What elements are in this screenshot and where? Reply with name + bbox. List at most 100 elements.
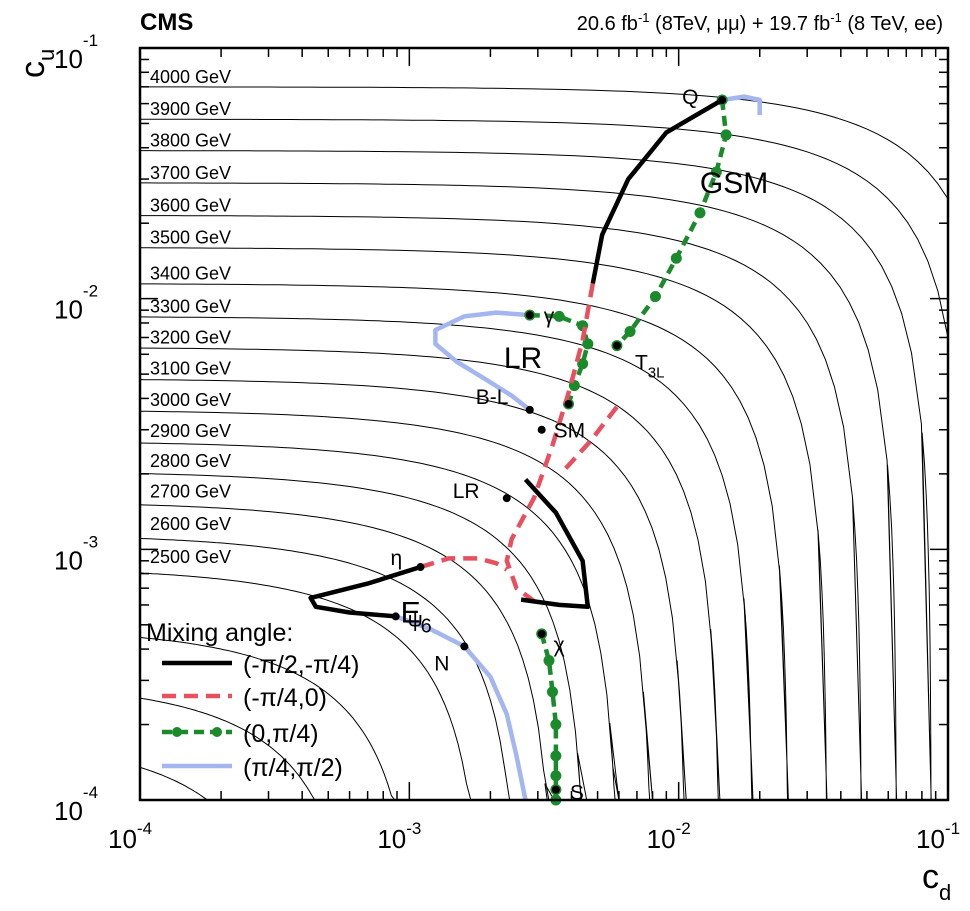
- y-tick-label: 10-2: [54, 282, 98, 325]
- curve-label-0: GSM: [700, 167, 768, 200]
- benchmark-label-0: Q: [682, 86, 698, 109]
- green-marker: [624, 325, 636, 337]
- mass-contour-label-1: 2600 GeV: [150, 514, 231, 534]
- y-tick-label: 10-4: [54, 783, 98, 826]
- y-axis-title-main: c: [14, 61, 52, 78]
- benchmark-label-text: LR: [453, 480, 480, 503]
- benchmark-label-text: η: [390, 547, 402, 570]
- x-tick-label-base: 10: [916, 824, 945, 854]
- curve-labels: GSM LR E6: [401, 167, 769, 638]
- mass-contour-10: [140, 247, 828, 801]
- mass-contour-label-3: 2800 GeV: [150, 451, 231, 471]
- x-tick-label: 10-1: [916, 819, 960, 854]
- x-axis-title: cd: [922, 858, 951, 905]
- benchmark-point-2: [612, 341, 621, 350]
- x-tick-label-base: 10: [377, 824, 406, 854]
- mass-contour-label-9: 3400 GeV: [150, 263, 231, 283]
- mass-contour-6: [139, 379, 687, 801]
- series-solid-blue-segment-0: [721, 94, 762, 116]
- benchmark-label-4: B-L: [476, 386, 509, 409]
- benchmark-label-1: γ: [544, 305, 555, 328]
- legend: Mixing angle: (-π/2,-π/4) (-π/4,0) (0,π/…: [146, 619, 359, 782]
- green-marker: [710, 166, 722, 178]
- x-tick-label: 10-2: [647, 819, 691, 854]
- series-solid-blue-segment-2: [394, 614, 528, 801]
- legend-swatch-green-dot-1: [172, 727, 182, 737]
- lumi-mumu-rest: (8TeV, μμ) + 19.7 fb: [650, 13, 831, 35]
- mass-contour-label-6: 3100 GeV: [150, 359, 231, 379]
- benchmark-point-0: [718, 96, 727, 105]
- benchmark-label-10: N: [434, 652, 449, 675]
- x-axis-title-main: c: [922, 858, 939, 896]
- mass-contour-label-10: 3500 GeV: [150, 228, 231, 248]
- legend-entry-4: (π/4,π/2): [243, 754, 343, 782]
- benchmark-point-6: [502, 494, 511, 503]
- series-dashed-red-segment-1: [419, 556, 508, 572]
- y-tick-label: 10-1: [54, 31, 98, 74]
- benchmark-label-text: ψ: [408, 608, 423, 631]
- mass-contour-9: [140, 283, 789, 801]
- series-solid-blue-segment-1: [433, 310, 532, 412]
- lumi-ee-sup: -1: [830, 10, 842, 25]
- series-dashed-red-segment-0: [504, 283, 596, 609]
- benchmark-label-text: γ: [544, 305, 555, 328]
- curve-label-2: E6: [401, 596, 432, 637]
- curve-label-text: E: [401, 596, 421, 629]
- benchmark-label-text: χ: [554, 634, 565, 657]
- lumi-mumu-sup: -1: [638, 10, 650, 25]
- curve-label-1: LR: [504, 342, 542, 375]
- y-tick-label-base: 10: [54, 295, 83, 325]
- mass-contour-label-12: 3700 GeV: [150, 163, 231, 183]
- x-tick-label-base: 10: [108, 824, 137, 854]
- x-tick-label-base: 10: [647, 824, 676, 854]
- x-tick-label-exp: -3: [406, 819, 421, 838]
- benchmark-label-9: χ: [554, 634, 565, 657]
- benchmark-label-text: SM: [554, 420, 586, 443]
- legend-swatch-green-dot-2: [212, 727, 222, 737]
- green-marker: [550, 770, 562, 782]
- y-tick-label-exp: -1: [83, 31, 98, 50]
- x-tick-label-exp: -1: [945, 819, 960, 838]
- series-solid-black-segment-2: [308, 564, 422, 619]
- x-tick-label-exp: -2: [676, 819, 691, 838]
- mixing-angle-curves: [308, 94, 762, 806]
- mass-contour-extra-3: [139, 637, 420, 801]
- lumi-mumu: 20.6 fb: [577, 13, 638, 35]
- benchmark-point-7: [416, 563, 425, 572]
- curve-label-text: LR: [504, 342, 542, 375]
- plot-frame: [138, 46, 950, 802]
- x-tick-label: 10-4: [108, 819, 152, 854]
- green-marker: [553, 310, 565, 322]
- benchmark-point-8: [391, 612, 400, 621]
- mass-contour-label-0: 2500 GeV: [150, 547, 231, 567]
- benchmark-label-8: ψ: [408, 608, 423, 631]
- mass-contour-label-4: 2900 GeV: [150, 421, 231, 441]
- benchmark-label-text: B-L: [476, 386, 509, 409]
- x-tick-label: 10-3: [377, 819, 421, 854]
- green-marker: [694, 207, 706, 219]
- green-marker: [543, 655, 555, 667]
- benchmark-label-text: N: [434, 652, 449, 675]
- mass-contour-14: [140, 118, 949, 338]
- benchmark-point-10: [460, 642, 469, 651]
- cms-label: CMS: [140, 9, 193, 36]
- green-marker: [582, 338, 594, 350]
- luminosity-label: 20.6 fb-1 (8TeV, μμ) + 19.7 fb-1 (8 TeV,…: [577, 10, 943, 35]
- benchmark-label-sub: 3L: [648, 365, 665, 382]
- y-tick-label-exp: -2: [83, 282, 98, 301]
- axis-ticks: 10-4 10-3 10-2 10-110-410-310-210-1: [54, 31, 960, 854]
- benchmark-label-7: η: [390, 547, 402, 570]
- benchmark-label-5: SM: [554, 420, 586, 443]
- curve-label-text: GSM: [700, 167, 768, 200]
- y-axis-title-sub: u: [34, 49, 59, 61]
- series-solid-black-segment-0: [590, 98, 724, 284]
- series-dashed-green-dots-segment-0: [615, 99, 729, 348]
- mass-contour-extra-2: [139, 697, 362, 801]
- curve-label-sub: 6: [421, 615, 432, 637]
- mass-contour-1: [139, 538, 520, 801]
- benchmark-point-4: [525, 405, 534, 414]
- y-tick-label: 10-3: [54, 532, 98, 575]
- green-marker: [546, 686, 558, 698]
- mass-contour-label-14: 3900 GeV: [150, 99, 231, 119]
